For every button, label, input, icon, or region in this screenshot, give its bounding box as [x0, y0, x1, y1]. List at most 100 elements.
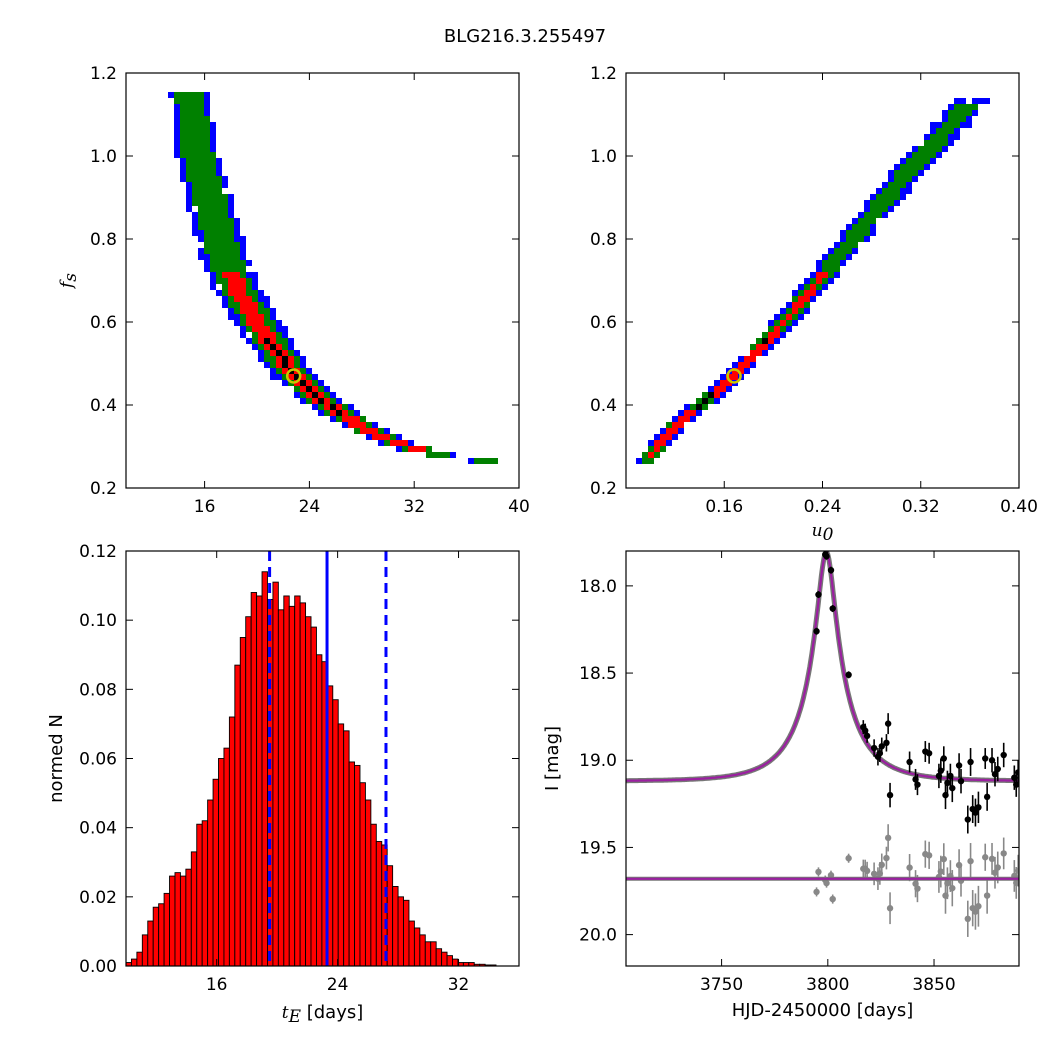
- heatmap-cell-blue: [858, 212, 864, 218]
- y-tick-label: 0.08: [79, 680, 117, 700]
- heatmap-cell-green: [642, 458, 648, 464]
- heatmap-cell-red: [246, 308, 252, 314]
- heatmap-cell-blue: [354, 410, 360, 416]
- heatmap-cell-green: [192, 164, 198, 170]
- heatmap-cell-green: [750, 344, 756, 350]
- heatmap-cell-blue: [180, 170, 186, 176]
- heatmap-cell-blue: [168, 92, 174, 98]
- residual-point: [845, 855, 852, 862]
- heatmap-cell-black: [276, 350, 282, 356]
- heatmap-cell-green: [192, 122, 198, 128]
- histogram-bar: [299, 602, 307, 967]
- heatmap-cell-green: [330, 398, 336, 404]
- heatmap-cell-blue: [870, 194, 876, 200]
- heatmap-cell-blue: [816, 260, 822, 266]
- y-tick-label: 18.0: [579, 577, 617, 597]
- heatmap-cell-blue: [294, 392, 300, 398]
- histogram-bar: [441, 951, 448, 967]
- residual-point: [914, 885, 921, 892]
- heatmap-cell-green: [264, 356, 270, 362]
- heatmap-cell-blue: [198, 236, 204, 242]
- y-axis-label: fs: [57, 273, 81, 290]
- heatmap-cell-red: [720, 386, 726, 392]
- heatmap-cell-blue: [906, 182, 912, 188]
- heatmap-cell-blue: [636, 458, 642, 464]
- histogram-bar: [223, 747, 230, 967]
- heatmap-cell-blue: [234, 314, 240, 320]
- heatmap-cell-blue: [966, 116, 972, 122]
- heatmap-cell-blue: [258, 356, 264, 362]
- heatmap-cell-blue: [252, 278, 258, 284]
- heatmap-cell-green: [882, 200, 888, 206]
- heatmap-cell-green: [906, 164, 912, 170]
- heatmap-cell-blue: [258, 296, 264, 302]
- heatmap-cell-green: [198, 188, 204, 194]
- heatmap-cell-green: [234, 266, 240, 272]
- heatmap-cell-blue: [852, 248, 858, 254]
- histogram-bar: [386, 865, 394, 967]
- y-tick-label: 0.6: [590, 313, 617, 333]
- heatmap-cell-green: [240, 260, 246, 266]
- heatmap-cell-green: [210, 242, 216, 248]
- heatmap-cell-green: [378, 428, 384, 434]
- heatmap-cell-red: [810, 284, 816, 290]
- heatmap-cell-green: [210, 212, 216, 218]
- heatmap-cell-blue: [954, 128, 960, 134]
- heatmap-cell-green: [888, 200, 894, 206]
- heatmap-cell-green: [240, 320, 246, 326]
- heatmap-cell-green: [174, 98, 180, 104]
- heatmap-cell-blue: [936, 122, 942, 128]
- heatmap-cell-green: [180, 140, 186, 146]
- heatmap-cell-green: [390, 434, 396, 440]
- heatmap-cell-blue: [894, 164, 900, 170]
- heatmap-cell-green: [180, 116, 186, 122]
- heatmap-cell-green: [270, 326, 276, 332]
- heatmap-cell-blue: [780, 308, 786, 314]
- heatmap-cell-black: [762, 338, 768, 344]
- heatmap-cell-blue: [330, 416, 336, 422]
- histogram-bar: [337, 723, 345, 967]
- heatmap-cell-green: [756, 338, 762, 344]
- heatmap-cell-green: [906, 158, 912, 164]
- axes-frame: [125, 72, 520, 489]
- heatmap-cell-green: [282, 338, 288, 344]
- heatmap-cell-green: [192, 152, 198, 158]
- heatmap-cell-green: [252, 332, 258, 338]
- heatmap-cell-green: [792, 314, 798, 320]
- heatmap-cell-green: [216, 200, 222, 206]
- heatmap-cell-black: [264, 338, 270, 344]
- heatmap-cell-red: [792, 308, 798, 314]
- residual-point: [827, 871, 835, 879]
- y-tick-label: 0.06: [79, 750, 117, 770]
- heatmap-cell-green: [840, 242, 846, 248]
- heatmap-cell-blue: [882, 182, 888, 188]
- heatmap-cell-green: [186, 176, 192, 182]
- heatmap-cell-green: [192, 200, 198, 206]
- heatmap-cell-blue: [216, 164, 222, 170]
- heatmap-cell-green: [204, 128, 210, 134]
- heatmap-cell-green: [708, 398, 714, 404]
- residual-point: [937, 868, 945, 875]
- heatmap-cell-green: [180, 98, 186, 104]
- heatmap-cell-green: [204, 140, 210, 146]
- heatmap-cell-blue: [852, 218, 858, 224]
- histogram-bar: [424, 941, 432, 967]
- heatmap-cell-green: [192, 92, 198, 98]
- heatmap-cell-red: [744, 362, 750, 368]
- heatmap-cell-red: [276, 362, 282, 368]
- heatmap-cell-green: [264, 308, 270, 314]
- heatmap-cell-green: [300, 368, 306, 374]
- heatmap-cell-green: [924, 146, 930, 152]
- heatmap-cell-red: [234, 284, 240, 290]
- heatmap-cell-green: [342, 404, 348, 410]
- heatmap-cell-green: [216, 194, 222, 200]
- figure-title: BLG216.3.255497: [444, 26, 606, 47]
- heatmap-cell-red: [270, 350, 276, 356]
- heatmap-cell-green: [222, 200, 228, 206]
- heatmap-cell-red: [228, 284, 234, 290]
- heatmap-cell-green: [210, 218, 216, 224]
- heatmap-cell-green: [198, 116, 204, 122]
- heatmap-cell-green: [660, 446, 666, 452]
- heatmap-cell-green: [252, 290, 258, 296]
- heatmap-cell-green: [216, 254, 222, 260]
